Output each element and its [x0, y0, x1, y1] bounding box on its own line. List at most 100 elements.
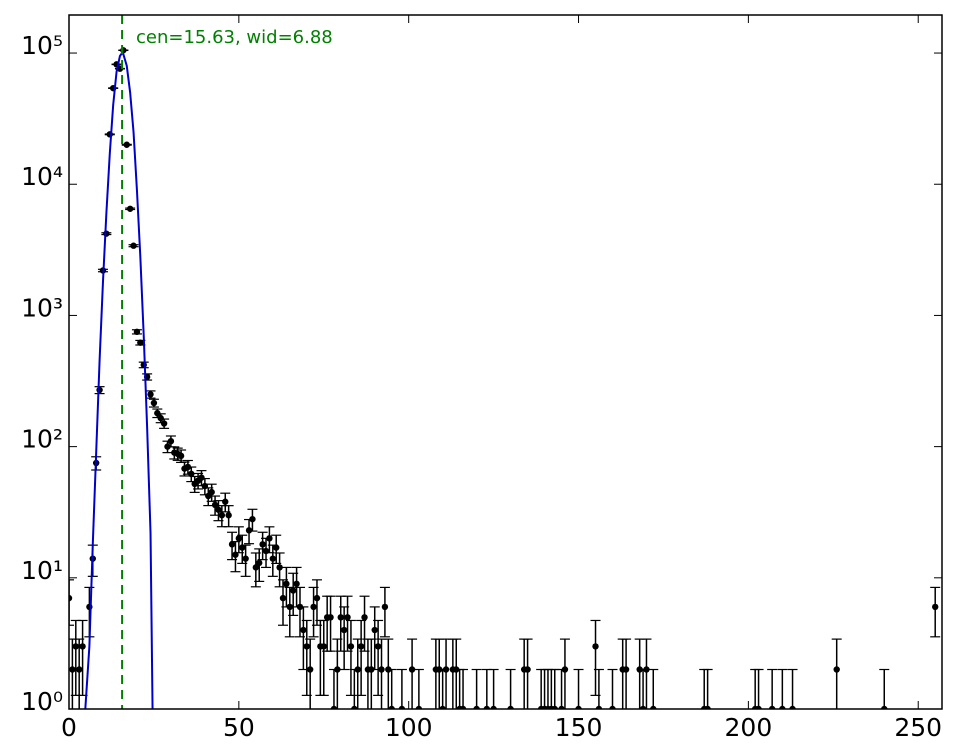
data-point — [398, 705, 406, 709]
data-point — [167, 437, 175, 445]
data-point — [622, 666, 630, 673]
data-point — [833, 666, 840, 673]
data-point — [354, 666, 361, 673]
data-point — [378, 666, 385, 673]
data-point — [279, 594, 287, 602]
data-point — [235, 535, 243, 542]
data-point — [408, 666, 416, 673]
data-point — [75, 666, 83, 673]
data-point — [147, 391, 154, 398]
data-point — [442, 666, 450, 673]
data-point — [483, 705, 491, 709]
data-point — [306, 666, 314, 673]
data-point — [524, 666, 531, 673]
data-point — [340, 626, 348, 634]
fit-line — [84, 51, 154, 709]
data-point — [123, 141, 130, 148]
data-point — [704, 705, 711, 709]
data-point — [286, 603, 293, 611]
data-point — [273, 544, 280, 551]
data-point — [211, 501, 219, 509]
y-tick-label: 10⁰ — [21, 687, 63, 716]
data-point — [643, 666, 650, 673]
y-tick-label: 10³ — [21, 293, 63, 322]
data-point — [215, 506, 222, 513]
data-point — [320, 643, 327, 650]
data-point — [361, 614, 368, 621]
data-point — [337, 614, 344, 621]
data-point — [344, 614, 351, 621]
data-point — [242, 555, 249, 562]
data-point — [789, 705, 796, 709]
data-point — [551, 705, 558, 709]
data-point — [459, 705, 467, 709]
y-tick-label: 10⁴ — [21, 162, 63, 191]
data-point — [347, 643, 355, 650]
data-point — [222, 498, 229, 505]
data-point — [330, 705, 338, 709]
x-tick-label: 150 — [555, 713, 603, 742]
data-point — [266, 535, 273, 542]
y-tick-label: 10⁵ — [21, 31, 63, 60]
data-point — [69, 594, 73, 602]
data-point — [249, 515, 256, 523]
data-point — [228, 541, 236, 548]
data-point — [208, 488, 215, 496]
data-point — [269, 555, 277, 562]
data-point — [218, 512, 226, 519]
data-point — [256, 559, 263, 567]
data-point — [558, 705, 565, 709]
data-point — [932, 603, 939, 611]
annotation: cen=15.63, wid=6.88 — [136, 27, 333, 48]
data-point — [154, 409, 161, 417]
data-point — [276, 564, 283, 571]
data-point — [592, 643, 599, 650]
data-point — [381, 603, 389, 611]
x-tick-label: 100 — [385, 713, 433, 742]
y-tick-label: 10² — [21, 425, 63, 454]
data-point — [490, 705, 497, 709]
data-point — [779, 705, 786, 709]
data-point — [439, 705, 446, 709]
x-tick-label: 50 — [223, 713, 255, 742]
data-point — [225, 512, 232, 519]
data-point — [351, 705, 358, 709]
data-point — [595, 705, 603, 709]
data-point — [388, 705, 395, 709]
data-point — [755, 705, 762, 709]
data-point — [327, 614, 334, 621]
data-point — [334, 666, 341, 673]
data-point — [133, 328, 141, 336]
data-point — [126, 205, 134, 212]
data-point — [150, 399, 158, 407]
data-point — [130, 242, 137, 249]
data-point — [283, 580, 290, 588]
x-tick-label: 250 — [894, 713, 942, 742]
data-point — [300, 626, 307, 634]
data-point — [239, 544, 246, 551]
data-point — [507, 705, 514, 709]
data-point — [650, 705, 657, 709]
data-point — [639, 705, 647, 709]
data-point — [252, 564, 260, 571]
data-point — [157, 414, 164, 422]
data-point — [313, 594, 321, 602]
data-point — [160, 420, 168, 427]
data-point — [371, 626, 378, 634]
data-point — [768, 705, 776, 709]
data-point — [188, 470, 195, 478]
plot-area — [69, 15, 941, 709]
data-point — [198, 474, 205, 481]
data-point — [357, 643, 365, 650]
data-point — [609, 705, 616, 709]
data-point — [72, 643, 79, 650]
data-point — [137, 339, 144, 346]
data-point — [177, 452, 185, 460]
x-tick-label: 200 — [725, 713, 773, 742]
data-point — [473, 705, 480, 709]
y-tick-label: 10¹ — [21, 556, 63, 585]
data-point — [259, 541, 266, 548]
data-point — [303, 643, 310, 650]
